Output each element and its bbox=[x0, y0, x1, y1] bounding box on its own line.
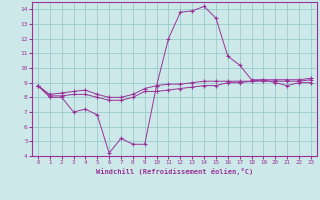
X-axis label: Windchill (Refroidissement éolien,°C): Windchill (Refroidissement éolien,°C) bbox=[96, 168, 253, 175]
